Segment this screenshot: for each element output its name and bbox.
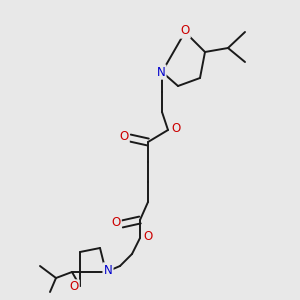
- Text: O: O: [119, 130, 129, 142]
- Text: O: O: [111, 215, 121, 229]
- Text: O: O: [180, 25, 190, 38]
- Text: O: O: [143, 230, 153, 242]
- Text: N: N: [157, 65, 165, 79]
- Text: O: O: [171, 122, 181, 134]
- Text: O: O: [69, 280, 79, 293]
- Text: N: N: [103, 263, 112, 277]
